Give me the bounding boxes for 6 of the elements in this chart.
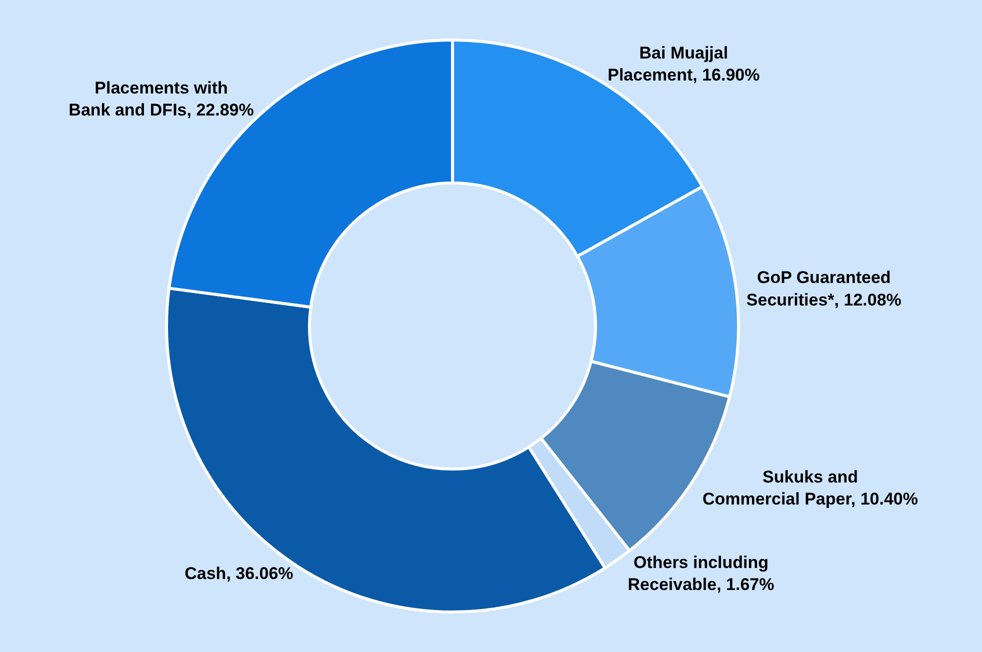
slice-label: Cash, 36.06% — [184, 564, 294, 583]
slice-label: GoP Guaranteed Securities*, 12.08% — [746, 268, 902, 310]
slice-label: Bai Muajjal Placement, 16.90% — [608, 44, 760, 85]
slice-label: Others including Receivable, 1.67% — [628, 552, 774, 594]
slice-label: Placements with Bank and DFIs, 22.89% — [68, 78, 254, 120]
slice-label: Sukuks and Commercial Paper, 10.40% — [702, 468, 918, 509]
